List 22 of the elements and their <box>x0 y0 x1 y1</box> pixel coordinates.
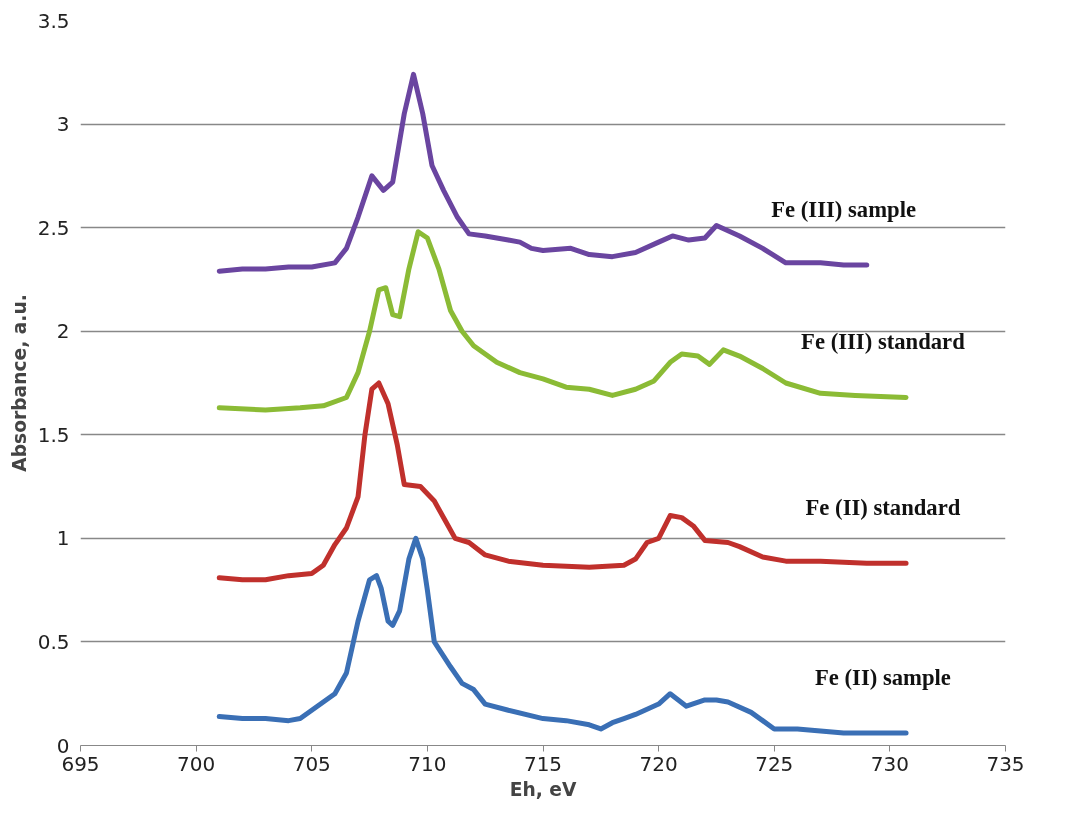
x-tick-label: 735 <box>986 751 1025 776</box>
x-tick-label: 715 <box>523 751 563 776</box>
x-tick-label: 700 <box>177 751 216 776</box>
y-axis-title: Absorbance, a.u. <box>8 294 30 472</box>
y-tick-label: 2 <box>56 319 70 344</box>
y-tick-label: 3.5 <box>37 8 70 33</box>
y-tick-label: 0 <box>56 733 70 758</box>
y-tick-label: 3 <box>56 112 70 137</box>
x-tick-label: 720 <box>639 751 678 776</box>
y-tick-label: 1.5 <box>37 422 70 447</box>
series-label: Fe (II) sample <box>814 664 951 690</box>
x-tick-label: 730 <box>870 751 909 776</box>
x-tick-label: 710 <box>408 751 447 776</box>
series-label: Fe (III) sample <box>771 196 916 222</box>
x-axis-title: Eh, eV <box>509 778 577 800</box>
x-tick-label: 725 <box>755 751 794 776</box>
y-tick-label: 2.5 <box>37 215 70 240</box>
series-label: Fe (III) standard <box>801 329 966 355</box>
series-label: Fe (II) standard <box>805 494 961 520</box>
x-tick-label: 705 <box>292 751 331 776</box>
y-tick-label: 1 <box>56 526 70 551</box>
y-tick-label: 0.5 <box>37 629 70 654</box>
